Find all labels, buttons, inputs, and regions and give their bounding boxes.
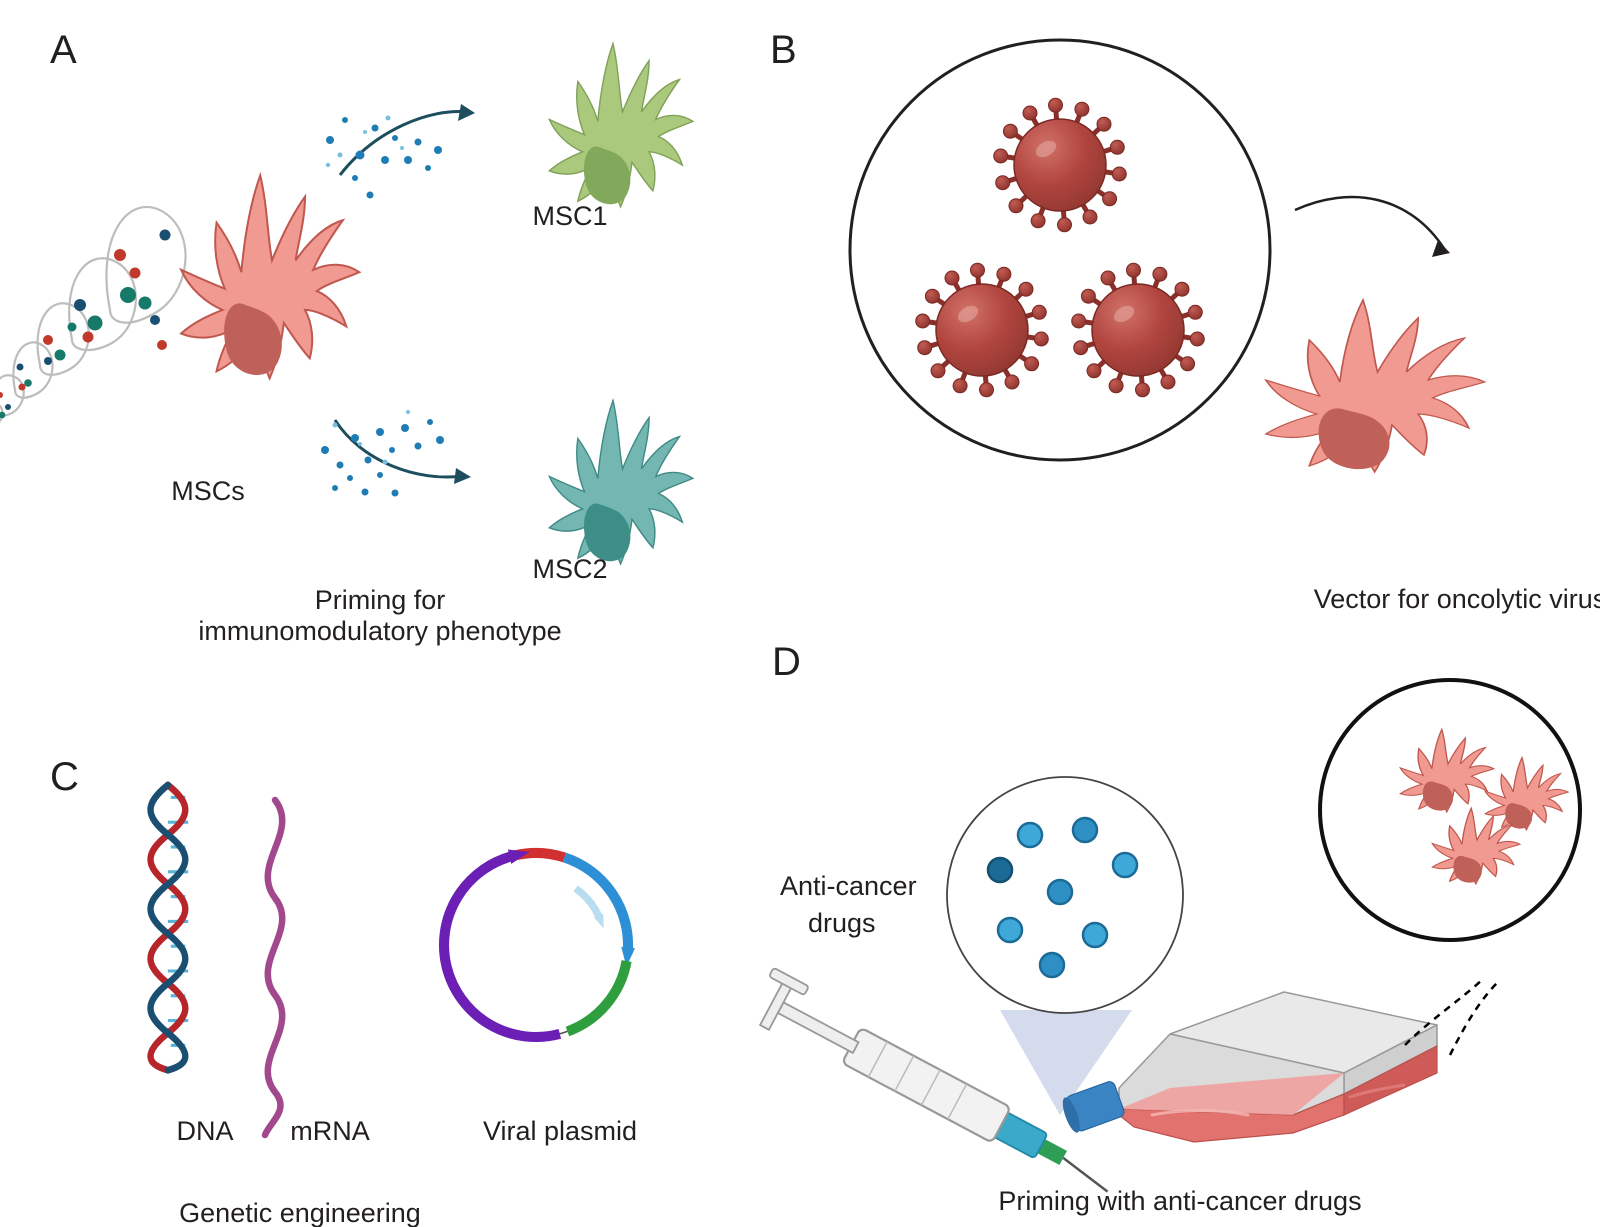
svg-text:mRNA: mRNA xyxy=(290,1116,370,1146)
svg-text:DNA: DNA xyxy=(176,1116,233,1146)
svg-text:MSC1: MSC1 xyxy=(532,201,607,231)
svg-text:MSC2: MSC2 xyxy=(532,554,607,584)
svg-text:Priming with anti-cancer drugs: Priming with anti-cancer drugs xyxy=(998,1186,1361,1216)
svg-text:MSCs: MSCs xyxy=(171,476,245,506)
svg-text:Vector for oncolytic virus: Vector for oncolytic virus xyxy=(1314,584,1600,614)
svg-text:drugs: drugs xyxy=(808,908,876,938)
svg-text:Genetic engineering: Genetic engineering xyxy=(179,1198,421,1227)
svg-text:Anti-cancer: Anti-cancer xyxy=(780,871,917,901)
svg-text:Viral plasmid: Viral plasmid xyxy=(483,1116,637,1146)
